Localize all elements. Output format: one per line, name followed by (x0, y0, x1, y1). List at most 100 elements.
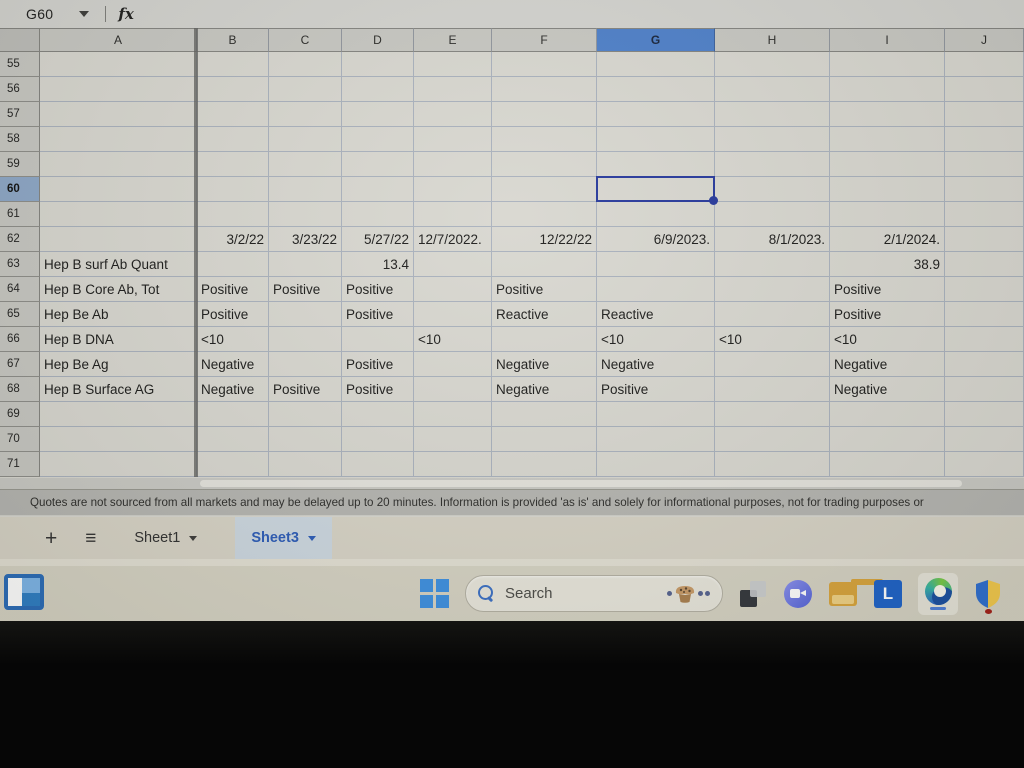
cell-J60[interactable] (945, 177, 1024, 202)
cell-J68[interactable] (945, 377, 1024, 402)
column-header-B[interactable]: B (197, 28, 269, 52)
column-header-A[interactable]: A (40, 28, 197, 52)
cell-C63[interactable] (269, 252, 342, 277)
cell-E64[interactable] (414, 277, 492, 302)
cell-H64[interactable] (715, 277, 830, 302)
cell-E68[interactable] (414, 377, 492, 402)
chevron-down-icon[interactable] (189, 535, 198, 541)
cell-H65[interactable] (715, 302, 830, 327)
cell-E55[interactable] (414, 52, 492, 77)
cell-B71[interactable] (197, 452, 269, 477)
cell-J63[interactable] (945, 252, 1024, 277)
row-header-66[interactable]: 66 (0, 327, 40, 352)
row-header-60[interactable]: 60 (0, 177, 40, 202)
cell-J71[interactable] (945, 452, 1024, 477)
cell-A71[interactable] (40, 452, 197, 477)
cell-D66[interactable] (342, 327, 414, 352)
cell-D56[interactable] (342, 77, 414, 102)
tab-sheet3[interactable]: Sheet3 (235, 517, 332, 559)
cell-E69[interactable] (414, 402, 492, 427)
cell-D60[interactable] (342, 177, 414, 202)
cell-C57[interactable] (269, 102, 342, 127)
cell-B69[interactable] (197, 402, 269, 427)
cell-B61[interactable] (197, 202, 269, 227)
row-header-61[interactable]: 61 (0, 202, 40, 227)
cell-C59[interactable] (269, 152, 342, 177)
cell-A70[interactable] (40, 427, 197, 452)
cell-I63[interactable]: 38.9 (830, 252, 945, 277)
column-header-I[interactable]: I (830, 28, 945, 52)
row-header-64[interactable]: 64 (0, 277, 40, 302)
cell-I57[interactable] (830, 102, 945, 127)
cell-C55[interactable] (269, 52, 342, 77)
chevron-down-icon[interactable] (79, 11, 90, 17)
cell-J57[interactable] (945, 102, 1024, 127)
cell-A62[interactable] (40, 227, 197, 252)
row-header-68[interactable]: 68 (0, 377, 40, 402)
cell-F66[interactable] (492, 327, 597, 352)
cell-F57[interactable] (492, 102, 597, 127)
cell-B64[interactable]: Positive (197, 277, 269, 302)
cell-G65[interactable]: Reactive (597, 302, 715, 327)
cell-G68[interactable]: Positive (597, 377, 715, 402)
cell-J66[interactable] (945, 327, 1024, 352)
column-header-J[interactable]: J (945, 28, 1024, 52)
row-header-62[interactable]: 62 (0, 227, 40, 252)
column-header-G[interactable]: G (597, 28, 715, 52)
task-view-icon[interactable] (738, 579, 768, 609)
row-header-70[interactable]: 70 (0, 427, 40, 452)
column-header-H[interactable]: H (715, 28, 830, 52)
cell-H58[interactable] (715, 127, 830, 152)
cell-J55[interactable] (945, 52, 1024, 77)
cell-H62[interactable]: 8/1/2023. (715, 227, 830, 252)
cell-C67[interactable] (269, 352, 342, 377)
cell-E60[interactable] (414, 177, 492, 202)
cell-J67[interactable] (945, 352, 1024, 377)
widgets-icon[interactable] (4, 574, 44, 610)
cell-B65[interactable]: Positive (197, 302, 269, 327)
add-sheet-button[interactable]: + (45, 526, 58, 550)
cell-A59[interactable] (40, 152, 197, 177)
cell-D70[interactable] (342, 427, 414, 452)
cell-F55[interactable] (492, 52, 597, 77)
cell-F67[interactable]: Negative (492, 352, 597, 377)
cell-H69[interactable] (715, 402, 830, 427)
cell-H61[interactable] (715, 202, 830, 227)
file-explorer-icon[interactable] (828, 578, 883, 609)
cell-E70[interactable] (414, 427, 492, 452)
cell-G60[interactable] (597, 177, 715, 202)
cell-J62[interactable] (945, 227, 1024, 252)
cell-F62[interactable]: 12/22/22 (492, 227, 597, 252)
windows-start-button[interactable] (420, 578, 450, 609)
cell-J56[interactable] (945, 77, 1024, 102)
cell-H60[interactable] (715, 177, 830, 202)
cell-D58[interactable] (342, 127, 414, 152)
cell-G58[interactable] (597, 127, 715, 152)
cell-I65[interactable]: Positive (830, 302, 945, 327)
edge-browser-icon[interactable] (918, 572, 958, 615)
cell-A64[interactable]: Hep B Core Ab, Tot (40, 277, 197, 302)
row-header-59[interactable]: 59 (0, 152, 40, 177)
cell-B63[interactable] (197, 252, 269, 277)
cell-E66[interactable]: <10 (414, 327, 492, 352)
column-header-F[interactable]: F (492, 28, 597, 52)
column-header-E[interactable]: E (414, 28, 492, 52)
cell-J64[interactable] (945, 277, 1024, 302)
cell-J58[interactable] (945, 127, 1024, 152)
cell-H56[interactable] (715, 77, 830, 102)
cell-B67[interactable]: Negative (197, 352, 269, 377)
cell-I61[interactable] (830, 202, 945, 227)
name-box[interactable]: G60 (0, 6, 90, 22)
cell-C66[interactable] (269, 327, 342, 352)
cell-F65[interactable]: Reactive (492, 302, 597, 327)
cell-E58[interactable] (414, 127, 492, 152)
cell-I64[interactable]: Positive (830, 277, 945, 302)
cell-C62[interactable]: 3/23/22 (269, 227, 342, 252)
column-header-C[interactable]: C (269, 28, 342, 52)
cell-I56[interactable] (830, 77, 945, 102)
frozen-column-divider[interactable] (194, 28, 198, 477)
cell-G66[interactable]: <10 (597, 327, 715, 352)
cell-A56[interactable] (40, 77, 197, 102)
cell-F61[interactable] (492, 202, 597, 227)
cell-H68[interactable] (715, 377, 830, 402)
